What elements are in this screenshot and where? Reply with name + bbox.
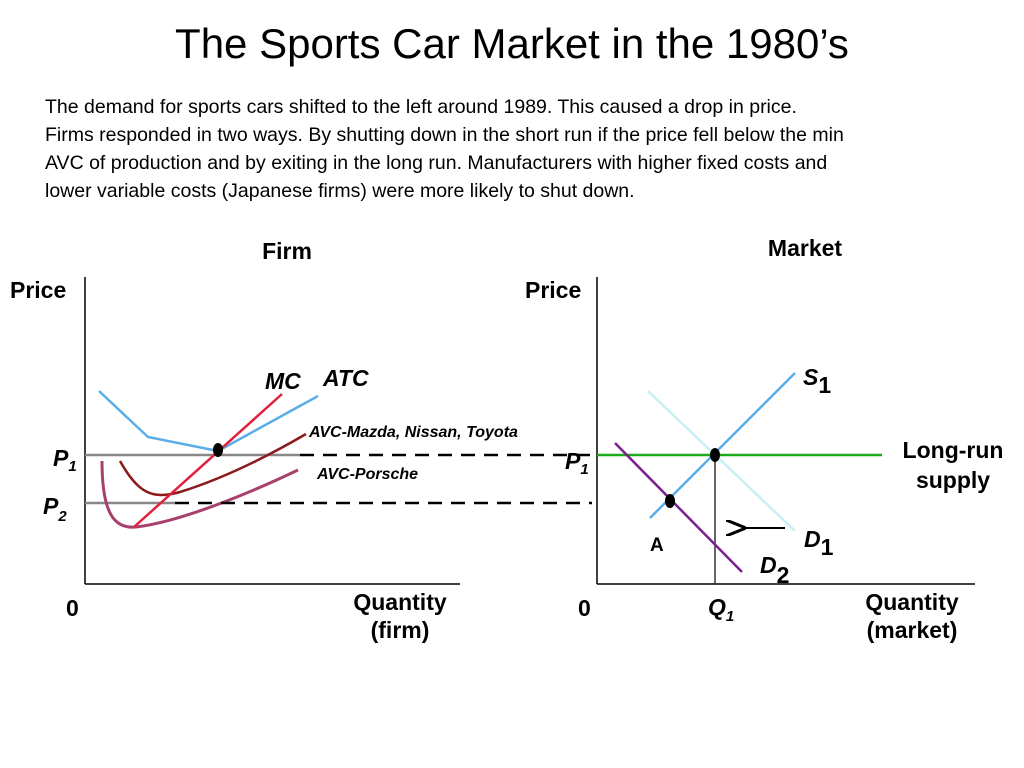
long-run-supply-label-line2: supply	[916, 467, 990, 493]
firm-p1-label: P1	[53, 445, 77, 475]
market-p1-label: P1	[565, 448, 589, 478]
market-quantity-unit-label: (market)	[867, 617, 958, 643]
long-run-supply-label: Long-run	[903, 437, 1004, 463]
avc-porsche-curve	[100, 460, 299, 529]
description-line: lower variable costs (Japanese firms) we…	[45, 180, 635, 202]
market-quantity-label: Quantity	[865, 589, 958, 615]
demand-d1-label: D1	[804, 526, 834, 560]
atc-label: ATC	[322, 365, 369, 391]
avc-porsche-label: AVC-Porsche	[316, 466, 418, 483]
description-line: The demand for sports cars shifted to th…	[45, 96, 797, 118]
market-panel: Market Price S1 D1 D2 A P1 Q1 Long-run s…	[525, 235, 1003, 643]
mc-label: MC	[265, 368, 301, 394]
supply-s1-label: S1	[803, 364, 831, 398]
slide-title: The Sports Car Market in the 1980’s	[175, 20, 849, 67]
avc-japan-label: AVC-Mazda, Nissan, Toyota	[308, 424, 518, 441]
firm-price-axis-label: Price	[10, 277, 66, 303]
supply-s1-curve	[649, 372, 796, 519]
description-line: AVC of production and by exiting in the …	[45, 152, 828, 174]
firm-panel-title: Firm	[262, 238, 312, 264]
firm-origin-label: 0	[66, 595, 79, 621]
firm-panel: Firm Price MC ATC AVC-Mazda, Nissan, Toy…	[10, 238, 518, 643]
market-price-axis-label: Price	[525, 277, 581, 303]
demand-d2-curve	[614, 442, 743, 573]
description-line: Firms responded in two ways. By shutting…	[45, 124, 844, 146]
atc-curve	[98, 390, 319, 453]
firm-quantity-label: Quantity	[353, 589, 446, 615]
demand-d2-label: D2	[760, 552, 789, 588]
market-origin-label: 0	[578, 595, 591, 621]
firm-p2-label: P2	[43, 493, 67, 525]
avc-japan-curve	[118, 432, 307, 497]
market-equilibrium-point	[710, 448, 720, 462]
demand-d1-curve	[647, 390, 796, 532]
market-panel-title: Market	[768, 235, 842, 261]
point-a-label: A	[650, 535, 664, 556]
mc-curve	[133, 393, 283, 528]
point-a	[665, 494, 675, 508]
firm-equilibrium-point	[213, 443, 223, 457]
q1-label: Q1	[708, 594, 734, 625]
firm-quantity-unit-label: (firm)	[371, 617, 430, 643]
description-text: The demand for sports cars shifted to th…	[45, 93, 995, 205]
